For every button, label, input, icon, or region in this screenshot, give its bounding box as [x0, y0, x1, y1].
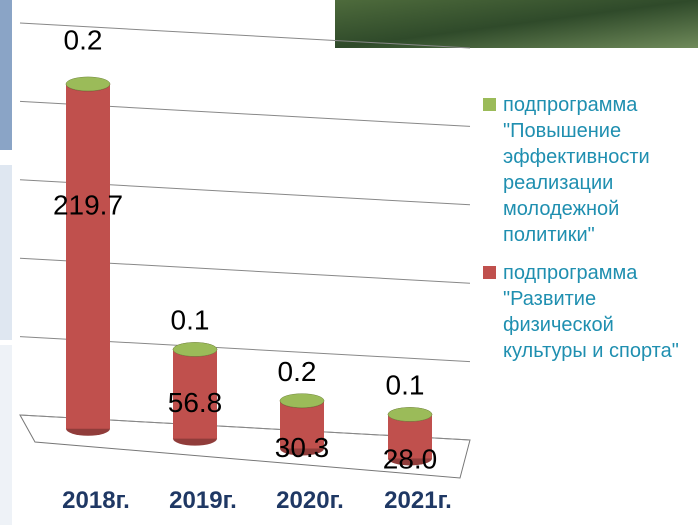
value-label: 0.1 — [171, 305, 210, 336]
side-strip — [0, 0, 12, 150]
value-label: 56.8 — [168, 387, 223, 418]
value-label: 30.3 — [275, 432, 330, 463]
legend-entry: подпрограмма "Развитие физической культу… — [483, 260, 695, 364]
cylinder-top — [65, 76, 111, 92]
legend-entry: подпрограмма "Повышение эффективности ре… — [483, 92, 695, 248]
value-label: 0.1 — [386, 370, 425, 401]
bar — [173, 349, 217, 439]
side-strip — [0, 345, 12, 525]
bar — [388, 414, 432, 459]
cylinder-top — [279, 393, 325, 408]
photo — [335, 0, 698, 48]
x-tick-label: 2021г. — [384, 487, 452, 514]
x-tick-label: 2020г. — [276, 487, 344, 514]
value-label: 0.2 — [64, 24, 103, 55]
bar — [280, 400, 324, 449]
x-tick-label: 2019г. — [169, 487, 237, 514]
cylinder-top — [172, 342, 218, 357]
value-label: 0.2 — [278, 356, 317, 387]
x-tick-label: 2018г. — [62, 487, 130, 514]
value-label: 219.7 — [53, 189, 123, 220]
value-label: 28.0 — [383, 443, 438, 474]
legend-swatch — [483, 98, 496, 111]
bar — [66, 84, 110, 429]
grid-line — [19, 22, 471, 49]
cylinder-top — [387, 407, 433, 422]
legend: подпрограмма "Повышение эффективности ре… — [483, 92, 695, 376]
legend-label: подпрограмма "Развитие физической культу… — [503, 262, 679, 362]
legend-swatch — [483, 266, 496, 279]
side-strip — [0, 165, 12, 340]
legend-label: подпрограмма "Повышение эффективности ре… — [503, 94, 650, 246]
